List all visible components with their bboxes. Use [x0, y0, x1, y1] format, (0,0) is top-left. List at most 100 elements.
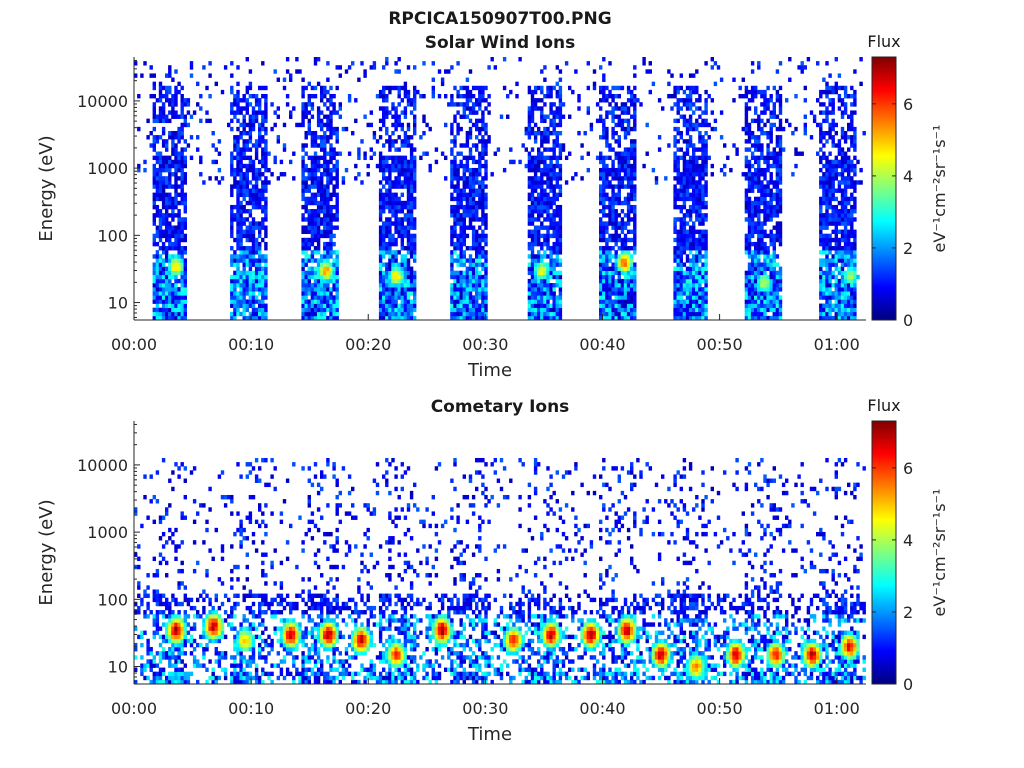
flux-cell [456, 200, 460, 206]
flux-cell [409, 184, 414, 189]
flux-cell [409, 283, 414, 288]
flux-cell [245, 287, 249, 292]
flux-cell [155, 241, 160, 247]
flux-cell [152, 291, 156, 296]
flux-cell [620, 176, 625, 181]
flux-cell [478, 287, 482, 292]
flux-cell [189, 155, 194, 161]
flux-cell [791, 130, 795, 136]
flux-cell [245, 200, 249, 206]
flux-cell [481, 229, 485, 235]
flux-cell [633, 147, 637, 152]
flux-cell [155, 135, 160, 140]
flux-cell [611, 237, 615, 243]
flux-cell [254, 283, 259, 288]
flux-cell [527, 209, 532, 214]
flux-cell [685, 237, 690, 243]
flux-cell [242, 221, 246, 226]
flux-cell [617, 163, 621, 169]
flux-cell [158, 106, 163, 111]
flux-cell [750, 93, 755, 99]
flux-cell [394, 303, 398, 308]
flux-cell [236, 139, 240, 144]
flux-cell [769, 192, 773, 198]
flux-cell [230, 254, 234, 259]
flux-cell [540, 221, 544, 226]
flux-cell [465, 213, 470, 218]
flux-cell [661, 106, 665, 111]
flux-cell [152, 114, 156, 119]
flux-cell [760, 250, 764, 255]
flux-cell [540, 204, 544, 210]
flux-cell [180, 266, 184, 271]
flux-cell [704, 295, 708, 300]
flux-cell [310, 315, 315, 320]
flux-cell [385, 98, 389, 103]
flux-cell [320, 196, 324, 202]
flux-cell [152, 180, 156, 185]
flux-cell [239, 270, 243, 276]
flux-cell [391, 254, 395, 259]
flux-cell [468, 130, 473, 136]
flux-cell [394, 295, 398, 300]
flux-cell [468, 266, 473, 271]
flux-cell [230, 192, 234, 198]
flux-cell [174, 241, 178, 247]
flux-cell [744, 114, 749, 119]
flux-cell [623, 155, 628, 161]
flux-cell [478, 180, 482, 185]
flux-cell [552, 307, 556, 313]
flux-cell [183, 225, 187, 230]
flux-cell [744, 93, 749, 99]
flux-cell [450, 225, 454, 230]
flux-cell [161, 262, 166, 267]
flux-cell [382, 246, 386, 251]
flux-cell [403, 172, 408, 177]
flux-cell [471, 110, 476, 115]
flux-cell [478, 303, 482, 308]
flux-cell [428, 167, 432, 173]
flux-cell [462, 262, 466, 267]
flux-cell [626, 303, 631, 308]
flux-cell [698, 93, 702, 99]
flux-cell [685, 291, 690, 296]
flux-cell [261, 61, 265, 66]
flux-cell [620, 118, 625, 124]
flux-cell [682, 184, 687, 189]
flux-cell [180, 287, 184, 292]
flux-cell [378, 315, 383, 320]
flux-cell [313, 143, 318, 148]
flux-cell [378, 200, 383, 206]
flux-cell [692, 274, 696, 280]
flux-cell [608, 102, 612, 107]
flux-cell [161, 159, 166, 165]
flux-cell [509, 147, 513, 152]
flux-cell [533, 233, 538, 239]
flux-cell [766, 283, 770, 288]
flux-cell [413, 246, 417, 251]
flux-cell [747, 200, 752, 206]
flux-cell [261, 237, 265, 243]
flux-cell [354, 98, 358, 103]
flux-cell [248, 196, 253, 202]
flux-cell [180, 246, 184, 251]
flux-cell [803, 122, 807, 128]
flux-cell [264, 270, 268, 276]
flux-cell [208, 176, 212, 181]
flux-cell [626, 254, 631, 259]
flux-cell [626, 159, 631, 165]
flux-cell [530, 283, 535, 288]
flux-cell [490, 57, 494, 62]
flux-cell [158, 246, 163, 251]
flux-cell [326, 61, 330, 66]
flux-cell [688, 241, 693, 247]
flux-cell [676, 110, 680, 115]
flux-cell [704, 147, 708, 152]
flux-cell [704, 266, 708, 271]
flux-cell [754, 139, 758, 144]
flux-cell [695, 188, 699, 193]
flux-cell [329, 295, 333, 300]
flux-cell [704, 291, 708, 296]
flux-cell [313, 209, 318, 214]
flux-cell [332, 163, 336, 169]
